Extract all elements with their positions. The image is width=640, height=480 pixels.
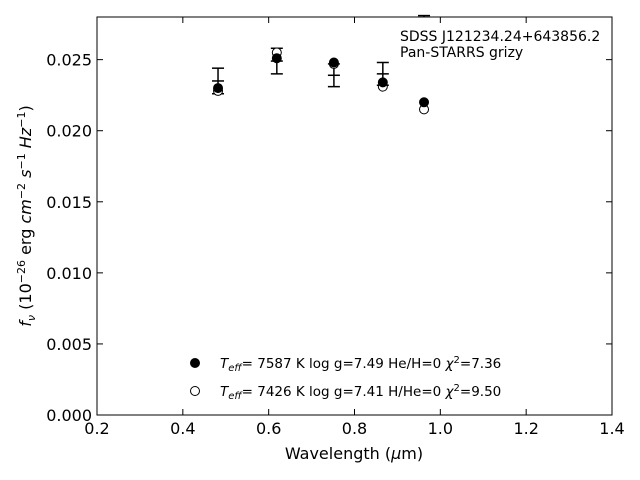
model-point-filled (419, 97, 430, 108)
y-tick-label: 0.000 (46, 406, 92, 425)
x-tick-label: 0.4 (170, 419, 195, 438)
x-tick-label: 1.4 (599, 419, 624, 438)
x-tick-label: 1.0 (428, 419, 453, 438)
model-point-filled (271, 53, 282, 64)
legend-entry-2: Teff= 7426 K log g=7.41 H/He=0 χ2=9.50 (220, 383, 501, 402)
y-tick-label: 0.010 (46, 264, 92, 283)
y-tick-label: 0.015 (46, 193, 92, 212)
legend: Teff= 7587 K log g=7.49 He/H=0 χ2=7.36 T… (190, 355, 501, 402)
model-point-filled (213, 83, 224, 94)
x-tick-label: 1.2 (513, 419, 538, 438)
y-tick-label: 0.005 (46, 335, 92, 354)
x-tick-label: 0.2 (84, 419, 109, 438)
y-tick-label: 0.020 (46, 122, 92, 141)
annotation-object-name: SDSS J121234.24+643856.2 (400, 29, 600, 45)
markers (213, 47, 430, 115)
model-point-filled (377, 77, 388, 88)
y-axis: 0.000 0.005 0.010 0.015 0.020 0.025 (46, 51, 612, 425)
legend-entry-1: Teff= 7587 K log g=7.49 He/H=0 χ2=7.36 (220, 355, 501, 374)
annotation-survey: Pan-STARRS grizy (400, 45, 523, 61)
x-axis-label: Wavelength (μm) (285, 444, 423, 463)
legend-marker-open (190, 386, 200, 396)
model-point-filled (328, 57, 339, 68)
x-axis: 0.2 0.4 0.6 0.8 1.0 1.2 1.4 (84, 17, 625, 438)
x-tick-label: 0.8 (342, 419, 367, 438)
error-bars (212, 14, 431, 95)
y-axis-label: fν (10−26 erg cm−2 s−1 Hz−1) (15, 105, 38, 326)
x-tick-label: 0.6 (256, 419, 281, 438)
y-tick-label: 0.025 (46, 51, 92, 70)
legend-marker-filled (190, 358, 200, 368)
